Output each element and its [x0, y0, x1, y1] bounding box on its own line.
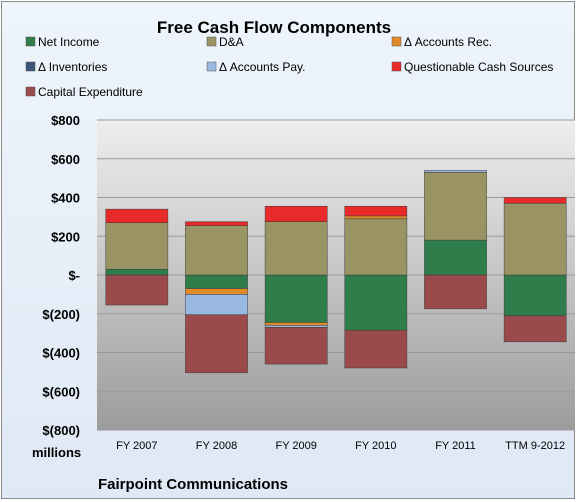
company-label: Fairpoint Communications — [98, 476, 288, 493]
y-tick-label-6: $(400) — [42, 346, 80, 361]
bar-4-4 — [424, 170, 487, 173]
y-axis-ticks: $800 $600 $400 $200 $- $(200) $(400) $(600) $(80… — [42, 113, 80, 438]
bar-3-1 — [344, 218, 408, 276]
bar-2-5 — [264, 205, 328, 222]
bar-2-0 — [264, 274, 328, 323]
bars — [105, 170, 567, 374]
units-label: millions — [32, 445, 81, 460]
y-tick-label-2: $400 — [51, 191, 80, 206]
gridlines — [97, 119, 575, 431]
x-tick-label-1: FY 2008 — [196, 440, 237, 452]
x-axis-ticks: FY 2007 FY 2008 FY 2009 FY 2010 FY 2011 TTM 9… — [116, 440, 565, 452]
legend-swatch-1 — [206, 36, 217, 47]
y-tick-label-7: $(600) — [42, 384, 80, 399]
bar-0-0 — [105, 268, 169, 276]
y-tick-label-1: $600 — [51, 152, 80, 167]
legend-swatch-3 — [25, 61, 36, 72]
x-tick-label-4: FY 2011 — [435, 440, 476, 452]
bar-1-1 — [185, 225, 248, 276]
bar-3-0 — [344, 274, 408, 331]
legend-label-3: Δ Inventories — [38, 60, 107, 74]
chart-title: Free Cash Flow Components — [157, 18, 391, 37]
legend-label-1: D&A — [219, 35, 244, 49]
bar-3-5 — [344, 205, 408, 217]
bar-1-0 — [185, 274, 248, 289]
bar-4-6 — [424, 274, 487, 310]
bar-2-1 — [264, 221, 328, 276]
legend-label-0: Net Income — [38, 35, 100, 49]
legend-swatch-5 — [391, 61, 402, 72]
x-tick-label-0: FY 2007 — [116, 440, 157, 452]
y-tick-label-0: $800 — [51, 113, 80, 128]
y-tick-label-8: $(800) — [42, 423, 80, 438]
bar-4-1 — [424, 172, 487, 241]
legend-swatch-0 — [25, 36, 36, 47]
legend-label-4: Δ Accounts Pay. — [219, 60, 306, 74]
bar-1-2 — [185, 288, 248, 295]
bar-2-6 — [264, 327, 328, 365]
bar-2-4 — [264, 325, 328, 328]
y-tick-label-5: $(200) — [42, 307, 80, 322]
legend-label-6: Capital Expenditure — [38, 85, 143, 99]
bar-2-2 — [264, 322, 328, 326]
legend-label-2: Δ Accounts Rec. — [404, 35, 492, 49]
bar-5-1 — [503, 203, 567, 276]
bar-4-0 — [424, 239, 487, 276]
bar-1-4 — [185, 294, 248, 315]
x-tick-label-3: FY 2010 — [355, 440, 396, 452]
legend-swatch-4 — [206, 61, 217, 72]
legend-label-5: Questionable Cash Sources — [404, 60, 553, 74]
y-tick-label-4: $- — [68, 268, 80, 283]
bar-5-5 — [503, 197, 567, 204]
legend: Net Income D&A Δ Accounts Rec. Δ Inventorie… — [25, 35, 553, 99]
legend-swatch-2 — [391, 36, 402, 47]
bar-3-2 — [344, 215, 408, 220]
x-tick-label-2: FY 2009 — [275, 440, 316, 452]
bar-3-6 — [344, 329, 408, 369]
bar-0-5 — [105, 208, 169, 223]
bar-0-1 — [105, 222, 169, 270]
bar-5-0 — [503, 274, 567, 316]
x-tick-label-5: TTM 9-2012 — [505, 440, 565, 452]
y-tick-label-3: $200 — [51, 229, 80, 244]
bar-1-6 — [185, 314, 248, 374]
legend-swatch-6 — [25, 86, 36, 97]
bar-1-5 — [185, 221, 248, 226]
bar-0-6 — [105, 274, 169, 306]
bar-5-6 — [503, 315, 567, 343]
